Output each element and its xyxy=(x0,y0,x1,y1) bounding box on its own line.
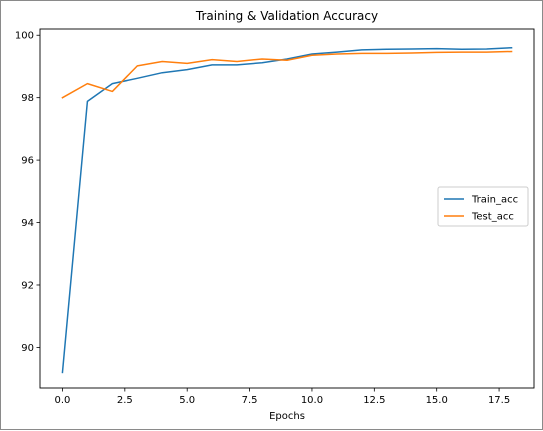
x-tick-label: 2.5 xyxy=(117,395,133,406)
legend-label: Test_acc xyxy=(471,212,514,223)
x-tick-label: 12.5 xyxy=(363,395,385,406)
legend: Train_acc Test_acc xyxy=(437,186,529,227)
x-axis-label: Epochs xyxy=(269,411,305,422)
y-tick-label: 92 xyxy=(21,280,34,291)
y-tick-label: 94 xyxy=(21,218,34,229)
axes-frame xyxy=(39,28,535,389)
x-tick-label: 0.0 xyxy=(55,395,71,406)
y-tick-label: 98 xyxy=(21,93,34,104)
plot-area: 0.0 2.5 5.0 7.5 10.0 12.5 15.0 17.5 90 92 94 96 98 10… xyxy=(15,28,535,406)
series-line-train-acc xyxy=(61,46,513,374)
y-tick-label: 100 xyxy=(15,31,34,42)
legend-label: Train_acc xyxy=(471,195,518,206)
y-tick-label: 90 xyxy=(21,343,34,354)
x-tick-label: 17.5 xyxy=(488,395,510,406)
chart-title: Training & Validation Accuracy xyxy=(195,9,378,23)
x-tick-label: 15.0 xyxy=(426,395,448,406)
y-tick-label: 96 xyxy=(21,156,34,167)
series-line-test-acc xyxy=(61,50,513,99)
x-tick-label: 5.0 xyxy=(179,395,195,406)
x-tick-label: 7.5 xyxy=(242,395,258,406)
x-tick-label: 10.0 xyxy=(301,395,323,406)
